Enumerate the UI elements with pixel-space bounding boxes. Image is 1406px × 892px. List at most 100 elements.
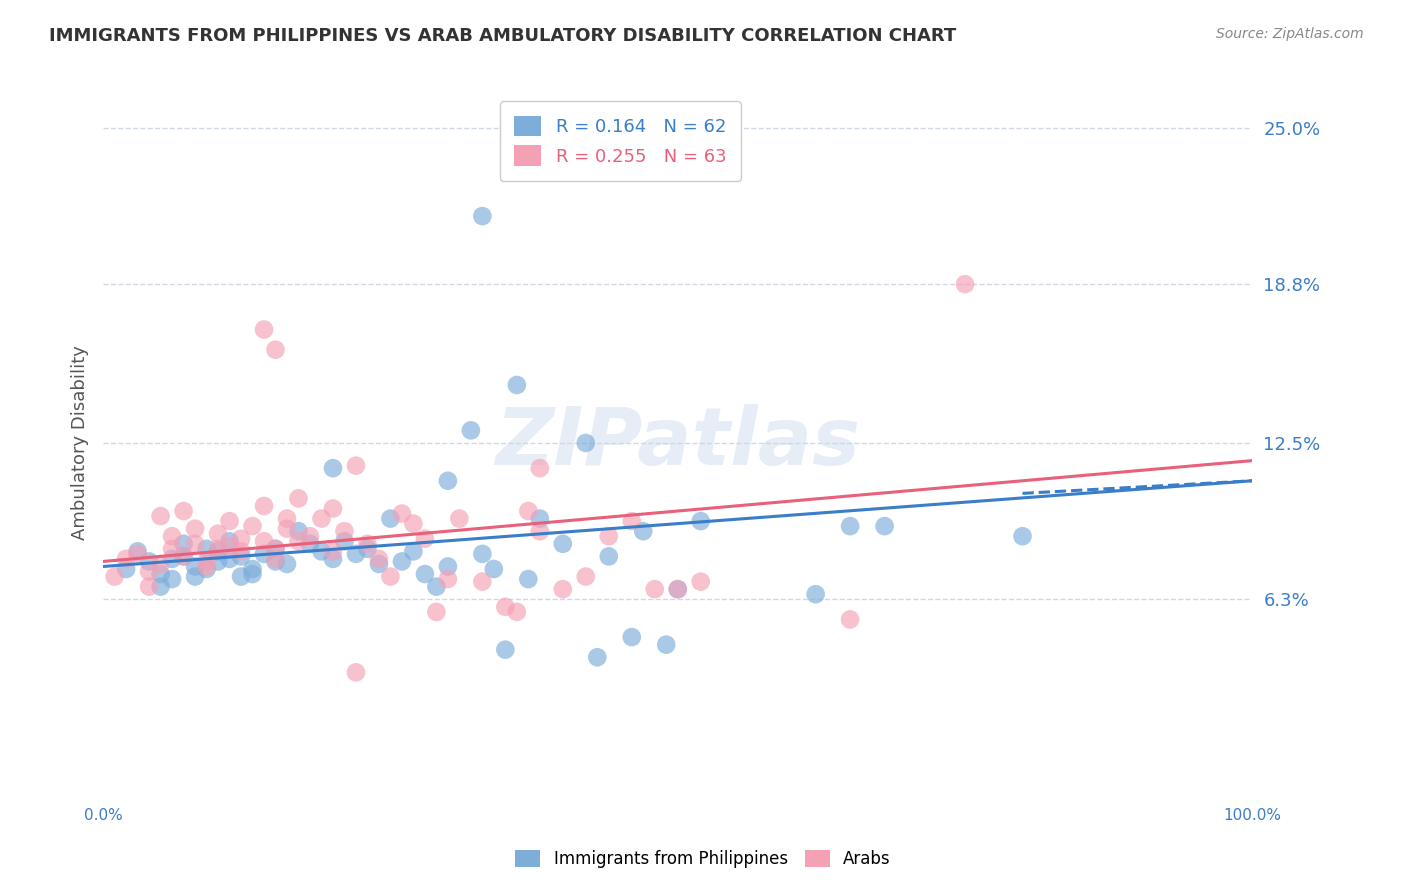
Point xyxy=(322,552,344,566)
Legend: Immigrants from Philippines, Arabs: Immigrants from Philippines, Arabs xyxy=(509,843,897,875)
Point xyxy=(149,567,172,582)
Point xyxy=(517,504,540,518)
Point xyxy=(264,541,287,556)
Point xyxy=(344,665,367,680)
Point xyxy=(242,567,264,582)
Point xyxy=(229,549,252,564)
Point xyxy=(380,569,402,583)
Point xyxy=(804,587,827,601)
Point xyxy=(184,537,207,551)
Point xyxy=(311,511,333,525)
Point xyxy=(264,541,287,556)
Point xyxy=(356,541,378,556)
Point xyxy=(391,507,413,521)
Point xyxy=(471,547,494,561)
Point xyxy=(575,569,598,583)
Point xyxy=(575,436,598,450)
Text: 0.0%: 0.0% xyxy=(84,808,122,823)
Point xyxy=(276,557,298,571)
Point xyxy=(449,511,471,525)
Point xyxy=(655,638,678,652)
Point xyxy=(322,461,344,475)
Point xyxy=(551,537,574,551)
Point xyxy=(160,572,183,586)
Point xyxy=(413,532,436,546)
Point xyxy=(229,544,252,558)
Point xyxy=(437,474,460,488)
Point xyxy=(633,524,655,539)
Point xyxy=(218,539,240,553)
Point xyxy=(689,574,711,589)
Point xyxy=(207,541,229,556)
Point xyxy=(173,537,195,551)
Point xyxy=(149,509,172,524)
Point xyxy=(402,516,425,531)
Point xyxy=(551,582,574,597)
Point xyxy=(368,552,391,566)
Point xyxy=(1011,529,1033,543)
Point xyxy=(184,569,207,583)
Point xyxy=(391,554,413,568)
Point xyxy=(218,534,240,549)
Text: ZIPatlas: ZIPatlas xyxy=(495,404,860,482)
Point xyxy=(138,565,160,579)
Point xyxy=(425,580,447,594)
Point xyxy=(494,599,516,614)
Point xyxy=(264,343,287,357)
Point xyxy=(195,554,218,568)
Point xyxy=(506,378,529,392)
Point xyxy=(380,511,402,525)
Point xyxy=(253,499,276,513)
Point xyxy=(160,529,183,543)
Point xyxy=(287,534,309,549)
Point xyxy=(620,514,643,528)
Point xyxy=(138,580,160,594)
Point xyxy=(218,514,240,528)
Point xyxy=(149,557,172,571)
Point xyxy=(104,569,127,583)
Point xyxy=(529,524,551,539)
Text: IMMIGRANTS FROM PHILIPPINES VS ARAB AMBULATORY DISABILITY CORRELATION CHART: IMMIGRANTS FROM PHILIPPINES VS ARAB AMBU… xyxy=(49,27,956,45)
Point xyxy=(322,544,344,558)
Point xyxy=(413,567,436,582)
Point xyxy=(287,524,309,539)
Point xyxy=(311,544,333,558)
Point xyxy=(482,562,505,576)
Point xyxy=(333,524,356,539)
Point xyxy=(207,544,229,558)
Point xyxy=(276,522,298,536)
Point xyxy=(195,559,218,574)
Point xyxy=(127,544,149,558)
Point xyxy=(298,529,321,543)
Point xyxy=(173,504,195,518)
Point xyxy=(115,552,138,566)
Point xyxy=(253,547,276,561)
Point xyxy=(402,544,425,558)
Point xyxy=(195,541,218,556)
Point xyxy=(839,519,862,533)
Point xyxy=(494,642,516,657)
Point xyxy=(229,569,252,583)
Point xyxy=(229,532,252,546)
Point xyxy=(218,552,240,566)
Text: Source: ZipAtlas.com: Source: ZipAtlas.com xyxy=(1216,27,1364,41)
Point xyxy=(689,514,711,528)
Point xyxy=(333,534,356,549)
Point xyxy=(666,582,689,597)
Point xyxy=(529,511,551,525)
Point xyxy=(298,537,321,551)
Point xyxy=(644,582,666,597)
Y-axis label: Ambulatory Disability: Ambulatory Disability xyxy=(72,345,89,541)
Legend: R = 0.164   N = 62, R = 0.255   N = 63: R = 0.164 N = 62, R = 0.255 N = 63 xyxy=(499,101,741,181)
Point xyxy=(425,605,447,619)
Point xyxy=(207,554,229,568)
Point xyxy=(517,572,540,586)
Point xyxy=(368,557,391,571)
Point xyxy=(620,630,643,644)
Point xyxy=(127,547,149,561)
Point xyxy=(242,519,264,533)
Text: 100.0%: 100.0% xyxy=(1223,808,1281,823)
Point xyxy=(471,574,494,589)
Point xyxy=(160,541,183,556)
Point xyxy=(276,511,298,525)
